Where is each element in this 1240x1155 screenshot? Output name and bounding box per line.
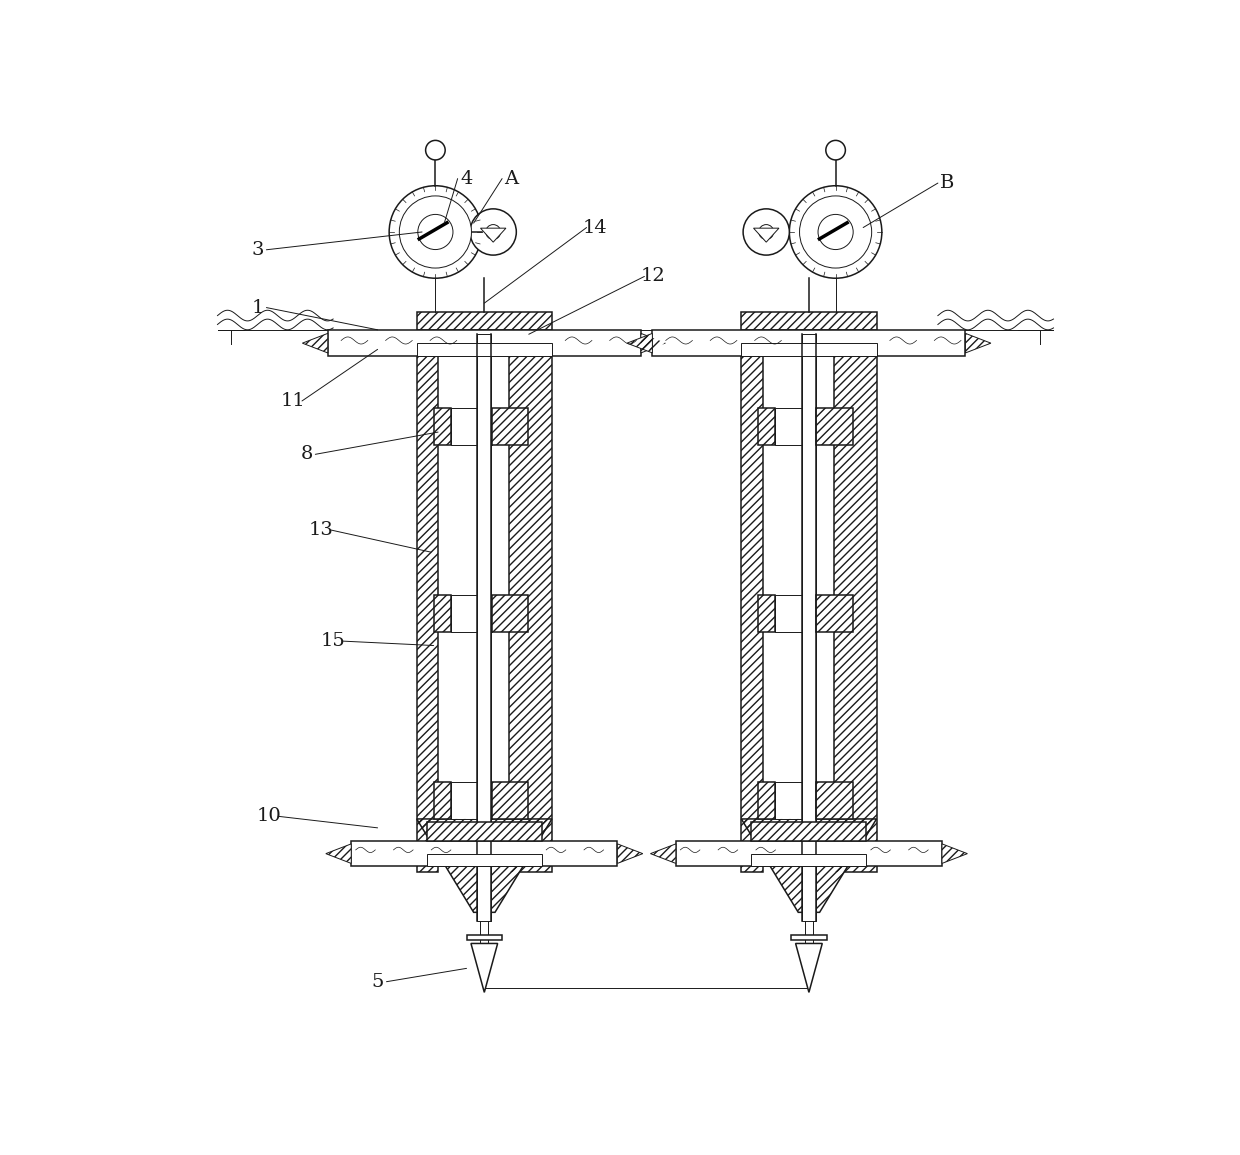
Bar (327, 330, 641, 357)
Bar (805, 912, 813, 944)
Circle shape (418, 215, 453, 249)
Text: 10: 10 (257, 807, 281, 826)
Circle shape (486, 224, 501, 239)
Bar (351, 841, 618, 866)
Circle shape (425, 141, 445, 159)
Text: 11: 11 (280, 392, 305, 410)
Text: 12: 12 (641, 268, 666, 285)
Polygon shape (796, 944, 822, 992)
Polygon shape (618, 844, 642, 864)
Polygon shape (417, 312, 552, 330)
Text: 13: 13 (309, 521, 334, 539)
Circle shape (759, 224, 774, 239)
Text: 15: 15 (321, 632, 346, 650)
Circle shape (790, 186, 882, 278)
Polygon shape (758, 408, 775, 446)
Text: 8: 8 (300, 446, 312, 463)
Text: 14: 14 (583, 218, 608, 237)
Bar (775, 782, 816, 819)
Polygon shape (942, 844, 967, 864)
Polygon shape (434, 782, 450, 819)
Polygon shape (651, 844, 676, 864)
Polygon shape (427, 821, 542, 841)
Text: 3: 3 (252, 240, 264, 259)
Polygon shape (754, 229, 779, 243)
Polygon shape (742, 819, 877, 912)
Bar (450, 595, 492, 632)
Circle shape (470, 209, 516, 255)
Circle shape (826, 141, 846, 159)
Bar (775, 595, 816, 632)
Bar (480, 912, 489, 944)
Circle shape (399, 196, 471, 268)
Bar (450, 782, 492, 819)
Bar (477, 334, 491, 922)
Polygon shape (627, 334, 652, 353)
Text: 4: 4 (460, 170, 472, 187)
Text: 1: 1 (252, 299, 264, 316)
Bar (802, 334, 816, 922)
Polygon shape (816, 595, 853, 632)
Polygon shape (641, 334, 666, 353)
Polygon shape (417, 819, 552, 912)
Polygon shape (758, 595, 775, 632)
Polygon shape (492, 408, 528, 446)
Polygon shape (742, 312, 877, 330)
Bar (652, 330, 966, 357)
Polygon shape (434, 595, 450, 632)
Polygon shape (434, 408, 450, 446)
Polygon shape (303, 334, 327, 353)
Circle shape (800, 196, 872, 268)
Bar (466, 934, 502, 940)
Bar (751, 854, 867, 866)
Circle shape (818, 215, 853, 249)
Polygon shape (742, 357, 763, 872)
Text: A: A (503, 170, 518, 187)
Circle shape (389, 186, 481, 278)
Polygon shape (492, 595, 528, 632)
Bar (676, 841, 942, 866)
Polygon shape (471, 944, 497, 992)
Bar (450, 408, 492, 446)
Polygon shape (417, 357, 438, 872)
Bar (775, 408, 816, 446)
Polygon shape (816, 408, 853, 446)
Polygon shape (492, 782, 528, 819)
Polygon shape (510, 357, 552, 872)
Polygon shape (480, 229, 506, 243)
Polygon shape (326, 844, 351, 864)
Circle shape (743, 209, 790, 255)
Text: B: B (940, 174, 954, 192)
Polygon shape (751, 821, 867, 841)
Bar (427, 854, 542, 866)
Bar (417, 343, 552, 357)
Bar (742, 343, 877, 357)
Text: 5: 5 (372, 973, 383, 991)
Polygon shape (966, 334, 991, 353)
Polygon shape (816, 782, 853, 819)
Polygon shape (758, 782, 775, 819)
Polygon shape (833, 357, 877, 872)
Bar (791, 934, 827, 940)
